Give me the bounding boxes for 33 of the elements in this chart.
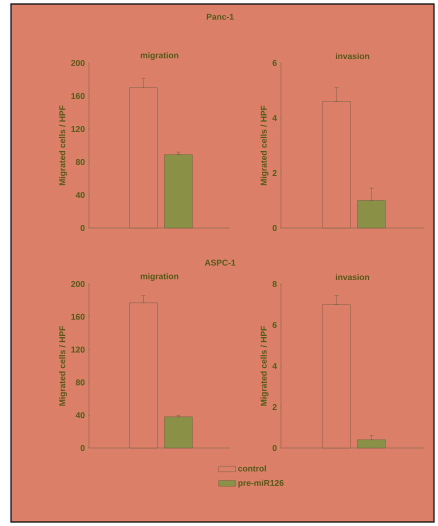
y-tick-label: 80 — [76, 159, 85, 165]
y-axis-title: Migrated cells / HPF — [260, 106, 268, 186]
chart-title: migration — [140, 273, 178, 281]
y-tick-label: 200 — [71, 281, 85, 287]
y-tick-label: 6 — [272, 60, 277, 66]
y-tick-label: 0 — [80, 225, 85, 231]
y-axis-title: Migrated cells / HPF — [59, 106, 68, 186]
y-tick-label: 160 — [71, 314, 85, 320]
y-tick-label: 8 — [272, 281, 277, 287]
legend-label: pre-miR126 — [238, 480, 284, 488]
y-tick-label: 120 — [71, 126, 85, 132]
chart-subtitle: Panc-1 — [206, 14, 234, 20]
y-tick-label: 160 — [71, 93, 85, 99]
y-tick-label: 2 — [272, 404, 277, 410]
y-tick-label: 0 — [80, 445, 85, 451]
y-tick-label: 120 — [71, 346, 85, 353]
y-axis-title: Migrated cells / HPF — [59, 326, 68, 406]
y-tick-label: 40 — [76, 412, 85, 418]
y-tick-label: 4 — [272, 363, 277, 369]
y-tick-label: 200 — [71, 60, 85, 66]
chart-title: invasion — [336, 52, 370, 60]
y-tick-label: 0 — [272, 445, 277, 451]
y-tick-label: 80 — [76, 379, 85, 386]
chart-title: migration — [140, 52, 178, 60]
y-tick-label: 4 — [272, 115, 277, 121]
y-tick-label: 2 — [272, 170, 277, 176]
y-tick-label: 40 — [76, 192, 85, 198]
legend-label: control — [238, 465, 266, 472]
chart-title: invasion — [336, 274, 370, 280]
y-tick-label: 0 — [272, 225, 277, 231]
chart-subtitle: ASPC-1 — [204, 260, 236, 266]
y-tick-label: 6 — [272, 322, 277, 328]
y-axis-title: Migrated cells / HPF — [260, 326, 268, 406]
